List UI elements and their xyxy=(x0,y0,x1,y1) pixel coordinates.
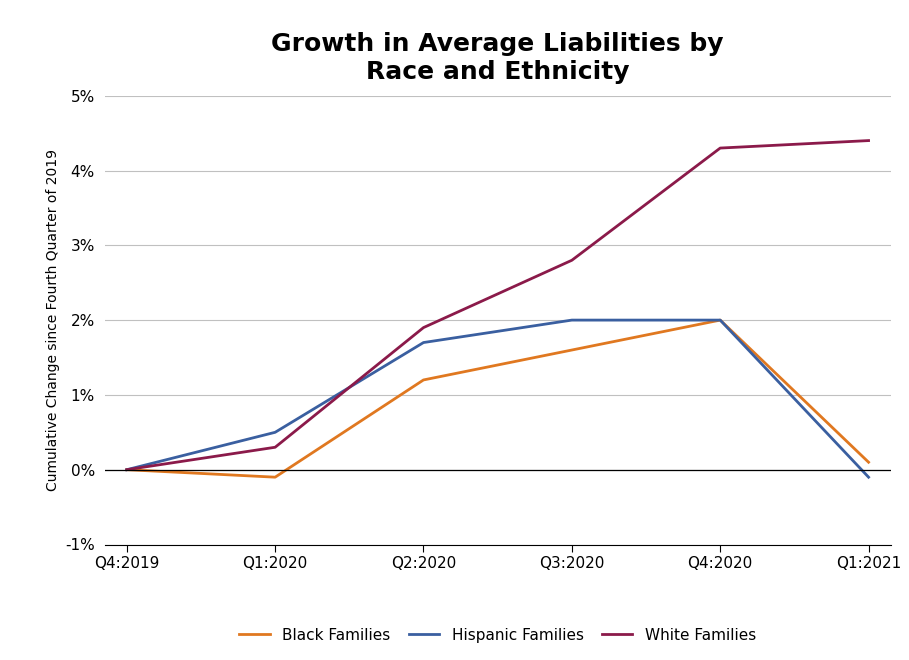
Hispanic Families xyxy=(566,316,577,324)
White Families xyxy=(270,444,281,451)
Black Families xyxy=(864,458,874,466)
Line: Black Families: Black Families xyxy=(126,320,869,477)
Text: St. Louis: St. Louis xyxy=(148,637,210,650)
Black Families xyxy=(121,466,132,474)
Black Families xyxy=(418,376,429,384)
White Families xyxy=(714,144,725,152)
Title: Growth in Average Liabilities by
Race and Ethnicity: Growth in Average Liabilities by Race an… xyxy=(272,32,724,84)
Text: Federal Reserve Bank: Federal Reserve Bank xyxy=(9,637,165,650)
Legend: Black Families, Hispanic Families, White Families: Black Families, Hispanic Families, White… xyxy=(234,622,762,649)
Hispanic Families xyxy=(714,316,725,324)
Y-axis label: Cumulative Change since Fourth Quarter of 2019: Cumulative Change since Fourth Quarter o… xyxy=(45,149,59,491)
Black Families xyxy=(270,473,281,481)
White Families xyxy=(121,466,132,474)
White Families xyxy=(566,256,577,264)
Line: Hispanic Families: Hispanic Families xyxy=(126,320,869,477)
Black Families xyxy=(714,316,725,324)
Text: of: of xyxy=(135,638,144,649)
Hispanic Families xyxy=(864,473,874,481)
White Families xyxy=(418,323,429,331)
Black Families xyxy=(566,346,577,354)
Hispanic Families xyxy=(270,428,281,436)
Hispanic Families xyxy=(121,466,132,474)
Line: White Families: White Families xyxy=(126,141,869,470)
White Families xyxy=(864,137,874,145)
Hispanic Families xyxy=(418,339,429,346)
